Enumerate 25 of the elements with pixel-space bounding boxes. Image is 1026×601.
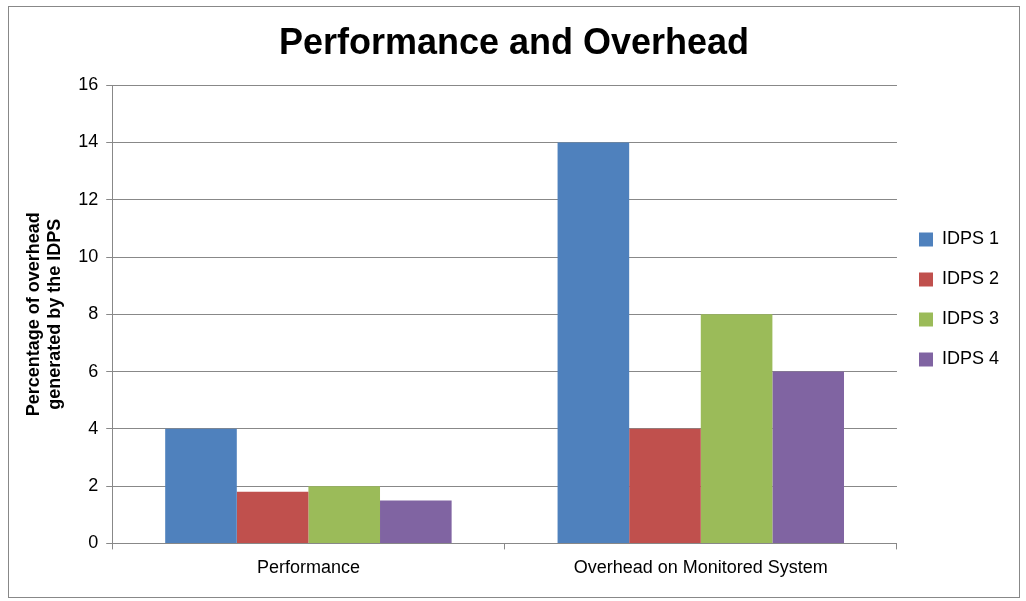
y-axis-title: Percentage of overhead generated by the IDPS xyxy=(22,212,65,417)
legend-label: IDPS 4 xyxy=(941,348,1000,369)
bar xyxy=(380,500,452,543)
bar xyxy=(308,486,381,543)
y-tick-label: 2 xyxy=(88,475,99,496)
bar xyxy=(557,142,630,543)
y-tick-label: 6 xyxy=(88,360,99,381)
y-tick-label: 12 xyxy=(78,188,99,209)
bar xyxy=(700,314,773,543)
y-tick-label: 10 xyxy=(78,245,99,266)
legend-label: IDPS 3 xyxy=(941,308,1000,329)
y-tick-label: 14 xyxy=(78,131,99,152)
bar xyxy=(236,491,309,543)
y-tick-label: 8 xyxy=(88,303,99,324)
y-tick-label: 16 xyxy=(78,74,99,95)
x-tick-label: Performance xyxy=(256,557,360,578)
y-tick-label: 0 xyxy=(88,532,99,553)
y-tick-label: 4 xyxy=(88,417,99,438)
bar xyxy=(772,371,845,543)
x-tick-label: Overhead on Monitored System xyxy=(573,557,828,578)
chart-title: Performance and Overhead xyxy=(278,20,750,62)
legend-label: IDPS 2 xyxy=(941,268,1000,289)
bar xyxy=(629,428,701,543)
legend-label: IDPS 1 xyxy=(941,228,1000,249)
bar xyxy=(165,428,237,543)
